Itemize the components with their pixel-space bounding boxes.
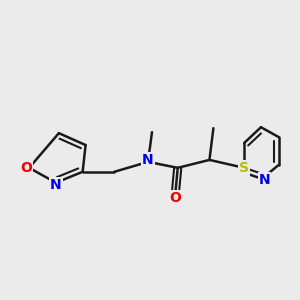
Text: O: O bbox=[169, 191, 181, 205]
Text: N: N bbox=[142, 153, 154, 167]
Text: S: S bbox=[239, 161, 249, 175]
Text: N: N bbox=[259, 173, 270, 187]
Text: O: O bbox=[20, 161, 32, 175]
Text: N: N bbox=[50, 178, 62, 192]
